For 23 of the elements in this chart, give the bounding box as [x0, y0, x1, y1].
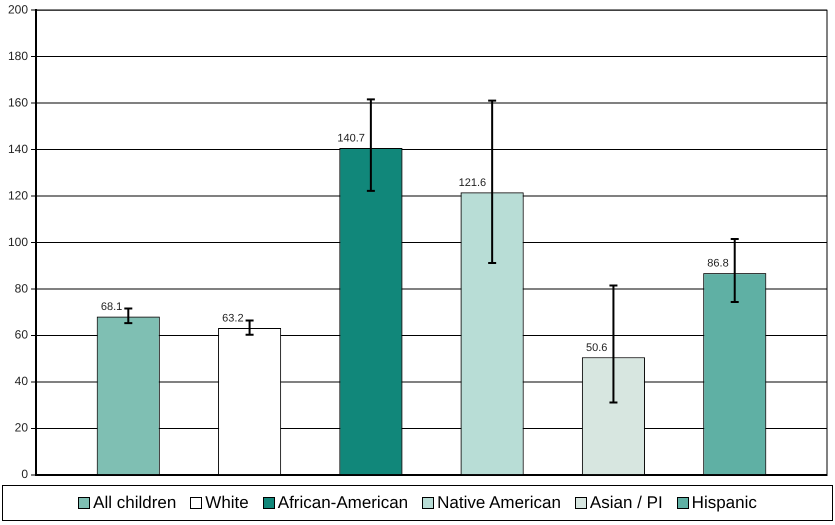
- y-tick-label: 120: [8, 188, 28, 202]
- legend-label: Native American: [437, 493, 561, 513]
- y-tick-label: 160: [8, 95, 28, 110]
- data-label: 50.6: [586, 342, 608, 354]
- y-tick-label: 100: [8, 234, 28, 249]
- y-tick-label: 60: [14, 328, 28, 342]
- data-label: 68.1: [100, 301, 122, 314]
- data-label: 86.8: [707, 258, 729, 270]
- legend-label: All children: [93, 493, 176, 513]
- series-label: White: [205, 493, 249, 513]
- y-tick-label: 140: [8, 142, 28, 156]
- y-tick-label: 80: [14, 281, 28, 296]
- data-label: 140.7: [337, 132, 365, 144]
- y-tick-label: 40: [14, 374, 28, 388]
- y-tick-label: 180: [8, 48, 28, 63]
- data-label: 121.6: [458, 176, 486, 189]
- legend-label: Hispanic: [692, 493, 757, 513]
- legend-label: African-American: [278, 493, 408, 513]
- data-label: 63.2: [222, 312, 244, 325]
- y-tick-label: 200: [8, 2, 28, 17]
- legend-label: Asian / PI: [590, 493, 663, 513]
- y-tick-label: 20: [14, 420, 28, 435]
- y-tick-label: 0: [21, 467, 28, 482]
